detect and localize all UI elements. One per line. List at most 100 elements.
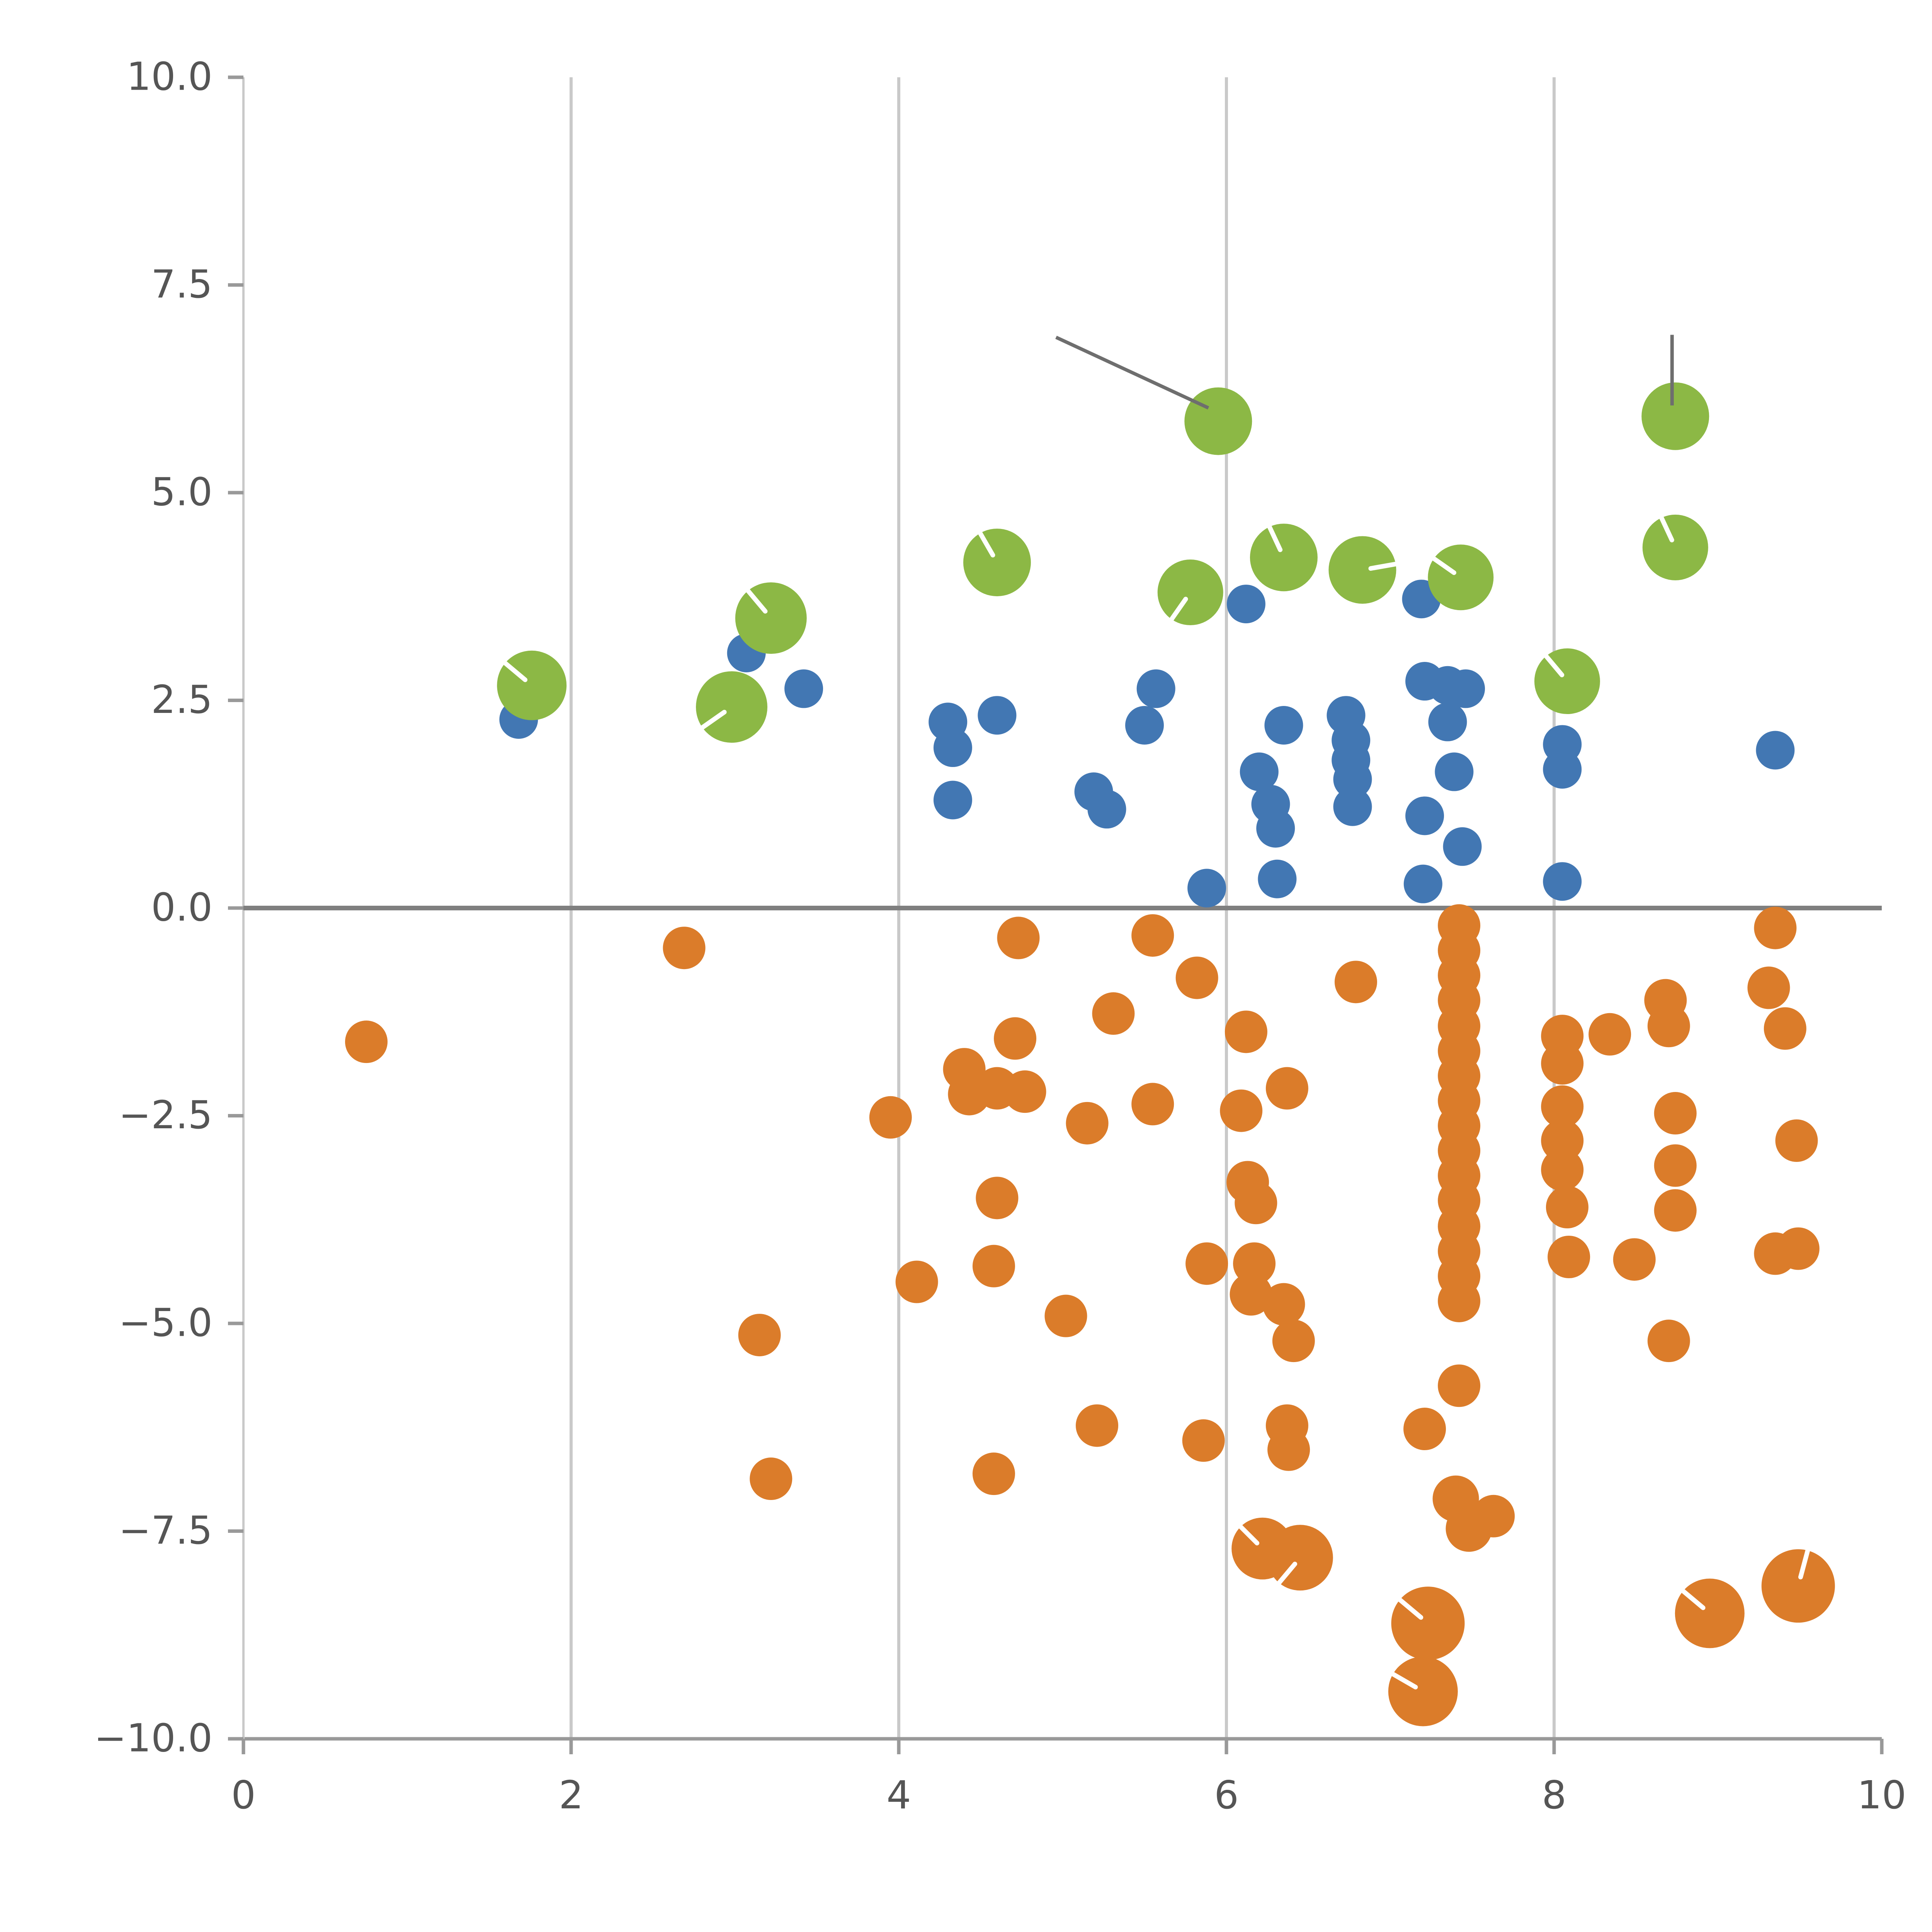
green-data-point [1641, 382, 1709, 450]
blue-data-point [933, 781, 972, 820]
orange-data-point [663, 927, 706, 969]
green-data-point [1328, 536, 1396, 604]
orange-data-point [994, 1017, 1037, 1060]
blue-data-point [978, 696, 1017, 735]
orange-data-point [1066, 1102, 1109, 1145]
orange-data-point [1548, 1236, 1590, 1278]
y-tick-label: −10.0 [94, 1716, 213, 1761]
orange-data-point [972, 1245, 1015, 1287]
green-data-point [1157, 560, 1223, 625]
orange-data-point [1267, 1525, 1333, 1591]
blue-data-point [1435, 752, 1474, 791]
orange-data-point [869, 1096, 912, 1139]
blue-data-point [1333, 787, 1372, 826]
blue-data-point [1240, 752, 1279, 791]
marker-highlight-slash [1390, 1671, 1418, 1690]
marker-highlight-slash [1543, 653, 1565, 677]
marker-highlight-slash [1276, 1561, 1298, 1586]
orange-data-point [1438, 1279, 1481, 1322]
green-data-point [1534, 648, 1600, 714]
orange-data-point [1225, 1010, 1267, 1053]
blue-data-point [1446, 669, 1485, 708]
orange-data-point [1541, 1119, 1584, 1162]
marker-highlight-slash [699, 709, 727, 730]
marker-highlight-slash [745, 588, 768, 614]
orange-data-point [1675, 1578, 1745, 1648]
green-data-point [497, 650, 567, 720]
orange-data-point [750, 1458, 793, 1500]
blue-data-point [933, 728, 972, 767]
orange-data-point [1541, 1042, 1584, 1085]
green-data-point [1428, 544, 1494, 611]
orange-data-point [1334, 961, 1377, 1003]
orange-data-point [1272, 1320, 1315, 1362]
annotation-line [1055, 335, 1209, 410]
orange-data-point [1267, 1428, 1310, 1471]
marker-highlight-slash [1680, 1588, 1706, 1610]
orange-data-point [1044, 1294, 1087, 1337]
y-tick-label: 2.5 [151, 677, 213, 722]
orange-data-point [1654, 1092, 1697, 1135]
y-tick-label: 5.0 [151, 469, 213, 515]
green-data-point [696, 671, 768, 743]
orange-data-point [1003, 1070, 1046, 1113]
orange-data-point [1775, 1119, 1818, 1162]
blue-data-point [1403, 864, 1442, 903]
orange-data-point [1747, 966, 1790, 1009]
orange-data-point [1761, 1549, 1835, 1623]
orange-data-point [1233, 1242, 1276, 1285]
y-tick-label: 10.0 [126, 54, 213, 99]
y-tick-label: 0.0 [151, 885, 213, 930]
blue-data-point [1543, 862, 1582, 901]
orange-data-point [1588, 1013, 1631, 1056]
orange-data-point [1265, 1067, 1308, 1110]
blue-data-point [1443, 827, 1482, 866]
y-tick-label: −2.5 [119, 1092, 213, 1138]
x-tick-label: 10 [1857, 1772, 1906, 1818]
orange-data-point [1647, 1005, 1690, 1048]
orange-data-point [738, 1314, 781, 1357]
blue-data-point [1756, 731, 1795, 770]
y-tick-label: −7.5 [119, 1508, 213, 1553]
marker-highlight-slash [1798, 1547, 1810, 1580]
blue-data-point [1136, 669, 1175, 708]
x-tick-label: 2 [559, 1772, 583, 1818]
orange-data-point [1472, 1495, 1515, 1537]
marker-highlight-slash [1397, 1597, 1423, 1620]
marker-highlight-slash [502, 660, 528, 682]
blue-data-point [1543, 750, 1582, 789]
blue-data-point [784, 669, 823, 708]
orange-data-point [1541, 1148, 1584, 1191]
orange-data-point [1754, 906, 1797, 949]
marker-highlight-slash [1368, 561, 1399, 571]
orange-data-point [1541, 1085, 1584, 1128]
orange-data-point [997, 917, 1040, 959]
orange-data-point [1764, 1007, 1806, 1050]
marker-highlight-slash [1238, 1524, 1260, 1546]
orange-data-point [1438, 1364, 1481, 1407]
green-data-point [963, 529, 1031, 597]
blue-data-point [1405, 796, 1444, 835]
blue-data-point [1428, 702, 1467, 742]
blue-data-point [1256, 809, 1295, 848]
orange-data-point [895, 1260, 938, 1303]
blue-data-point [1187, 869, 1226, 908]
orange-data-point [1391, 1587, 1465, 1660]
green-data-point [1250, 524, 1318, 592]
marker-highlight-slash [1267, 524, 1283, 552]
x-tick-label: 8 [1542, 1772, 1566, 1818]
marker-highlight-slash [977, 530, 995, 558]
orange-data-point [1403, 1408, 1446, 1451]
blue-data-point [1264, 706, 1303, 745]
x-tick-label: 6 [1214, 1772, 1239, 1818]
orange-data-point [1613, 1238, 1656, 1281]
orange-data-point [1647, 1320, 1690, 1362]
marker-highlight-slash [1168, 597, 1188, 622]
orange-data-point [1185, 1242, 1228, 1285]
y-tick-label: 7.5 [151, 262, 213, 307]
x-tick-label: 0 [231, 1772, 256, 1818]
orange-data-point [1076, 1404, 1119, 1447]
blue-data-point [1226, 585, 1265, 624]
orange-data-point [1654, 1144, 1697, 1187]
